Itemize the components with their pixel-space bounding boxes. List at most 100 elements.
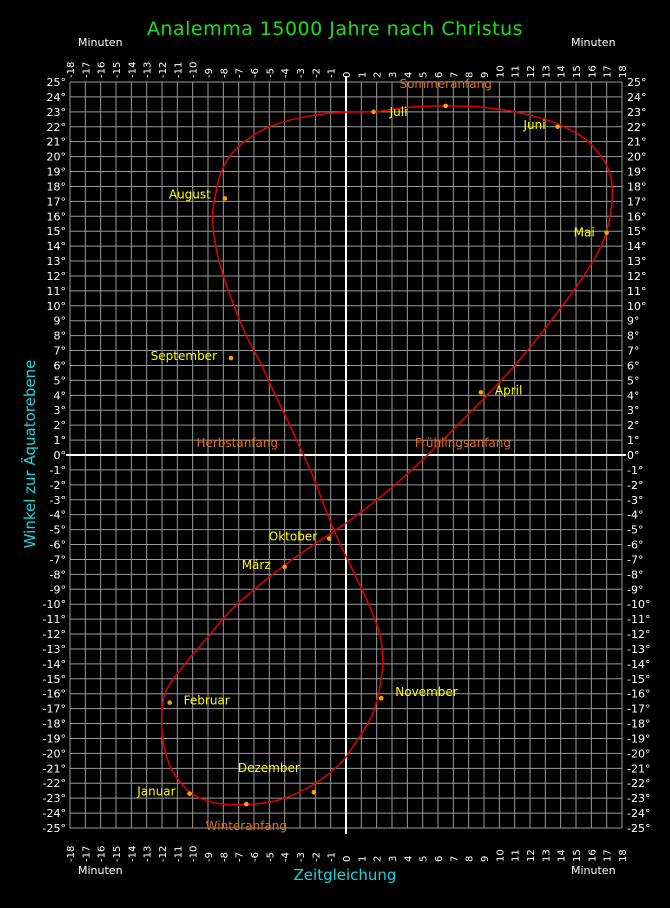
y-tick-label-right: -14° <box>627 658 650 671</box>
x-tick-label-bottom: -5 <box>265 852 276 862</box>
chart-title: Analemma 15000 Jahre nach Christus <box>146 18 524 40</box>
unit-label-top-right: Minuten <box>571 36 616 49</box>
x-tick-label-bottom: 4 <box>403 856 414 862</box>
x-tick-label-top: -13 <box>143 62 154 78</box>
x-tick-label-bottom: 12 <box>526 849 537 862</box>
x-tick-label-top: -8 <box>219 68 230 78</box>
y-tick-label-left: -20° <box>43 747 66 760</box>
x-tick-label-top: -12 <box>158 62 169 78</box>
y-tick-label-right: -17° <box>627 703 650 716</box>
event-point <box>244 801 249 807</box>
y-tick-label-left: 25° <box>47 76 67 89</box>
x-tick-label-bottom: -2 <box>311 852 322 862</box>
y-tick-label-right: 5° <box>627 374 640 387</box>
x-tick-label-bottom: 7 <box>449 856 460 862</box>
y-tick-label-right: 23° <box>627 106 647 119</box>
y-tick-label-left: -6° <box>50 539 66 552</box>
y-tick-label-left: -5° <box>50 524 66 537</box>
y-tick-label-right: 20° <box>627 151 647 164</box>
y-axis-label: Winkel zur Äquatorebene <box>21 359 39 549</box>
x-tick-label-top: 18 <box>618 65 629 78</box>
y-tick-label-right: 6° <box>627 359 640 372</box>
y-tick-label-left: -3° <box>50 494 66 507</box>
y-tick-label-left: -11° <box>43 613 66 626</box>
y-tick-label-left: -16° <box>43 688 66 701</box>
y-tick-label-right: 17° <box>627 195 647 208</box>
y-tick-label-right: -3° <box>627 494 643 507</box>
y-tick-label-left: 2° <box>54 419 67 432</box>
y-tick-label-left: -1° <box>50 464 66 477</box>
x-tick-label-bottom: -1 <box>327 852 338 862</box>
x-tick-label-bottom: -18 <box>66 846 77 862</box>
x-tick-label-top: 2 <box>373 72 384 78</box>
y-tick-label-left: 10° <box>47 300 67 313</box>
event-label: Sommeranfang <box>399 77 491 91</box>
month-point <box>311 789 317 795</box>
y-tick-label-left: 17° <box>47 195 67 208</box>
y-tick-label-right: -10° <box>627 598 650 611</box>
x-tick-label-bottom: -8 <box>219 852 230 862</box>
month-point <box>282 564 287 570</box>
x-tick-label-bottom: 8 <box>465 856 476 862</box>
y-tick-label-right: -24° <box>627 807 650 820</box>
y-tick-label-right: 19° <box>627 166 647 179</box>
y-tick-label-right: 1° <box>627 434 640 447</box>
x-tick-label-top: 0 <box>342 72 353 78</box>
y-tick-label-left: 12° <box>47 270 67 283</box>
x-tick-label-top: -1 <box>327 68 338 78</box>
y-tick-label-right: -8° <box>627 568 643 581</box>
x-tick-label-bottom: 2 <box>373 856 384 862</box>
x-tick-label-bottom: -6 <box>250 852 261 862</box>
y-tick-label-right: 7° <box>627 345 640 358</box>
y-tick-label-left: 4° <box>54 389 67 402</box>
unit-label-bottom-left: Minuten <box>78 864 123 877</box>
month-label: Juli <box>389 105 408 119</box>
event-point <box>443 103 448 109</box>
x-tick-label-bottom: -7 <box>235 852 246 862</box>
y-tick-label-left: -8° <box>50 568 66 581</box>
x-tick-label-bottom: 10 <box>495 849 506 862</box>
x-tick-label-bottom: -3 <box>296 852 307 862</box>
x-tick-label-top: 16 <box>587 65 598 78</box>
x-axis-label: Zeitgleichung <box>293 866 397 884</box>
month-point <box>371 109 376 115</box>
y-tick-label-right: -20° <box>627 747 650 760</box>
y-tick-label-right: -18° <box>627 718 650 731</box>
x-tick-label-top: -18 <box>66 62 77 78</box>
x-tick-label-top: -15 <box>112 62 123 78</box>
x-tick-label-bottom: -15 <box>112 846 123 862</box>
month-point <box>604 230 609 235</box>
x-tick-label-bottom: 15 <box>572 849 583 862</box>
y-tick-label-left: 0° <box>54 449 67 462</box>
x-tick-label-top: -14 <box>127 62 138 78</box>
y-tick-label-right: 9° <box>627 315 640 328</box>
y-tick-label-left: -19° <box>43 732 66 745</box>
y-tick-label-right: -2° <box>627 479 643 492</box>
x-tick-label-bottom: -9 <box>204 852 215 862</box>
y-tick-label-left: -17° <box>43 703 66 716</box>
y-tick-label-left: -24° <box>43 807 66 820</box>
x-tick-label-top: -16 <box>97 62 108 78</box>
x-tick-label-bottom: 16 <box>587 849 598 862</box>
y-tick-label-left: -23° <box>43 792 66 805</box>
y-tick-label-left: -21° <box>43 762 66 775</box>
y-tick-label-left: 22° <box>47 121 67 134</box>
y-tick-label-right: 4° <box>627 389 640 402</box>
y-tick-label-left: 11° <box>47 285 67 298</box>
y-tick-label-right: -15° <box>627 673 650 686</box>
x-tick-label-top: -5 <box>265 68 276 78</box>
x-tick-label-top: 11 <box>511 65 522 78</box>
x-tick-label-bottom: -11 <box>173 846 184 862</box>
y-tick-label-right: 15° <box>627 225 647 238</box>
x-tick-label-top: 3 <box>388 72 399 78</box>
x-tick-label-bottom: 3 <box>388 856 399 862</box>
y-tick-label-left: 5° <box>54 374 67 387</box>
month-label: November <box>395 685 457 699</box>
x-tick-label-bottom: 11 <box>511 849 522 862</box>
y-tick-label-right: 3° <box>627 404 640 417</box>
y-tick-label-left: -18° <box>43 718 66 731</box>
y-tick-label-right: -11° <box>627 613 650 626</box>
x-tick-label-top: -10 <box>189 62 200 78</box>
x-tick-label-bottom: 17 <box>603 849 614 862</box>
x-tick-label-top: 7 <box>449 72 460 78</box>
